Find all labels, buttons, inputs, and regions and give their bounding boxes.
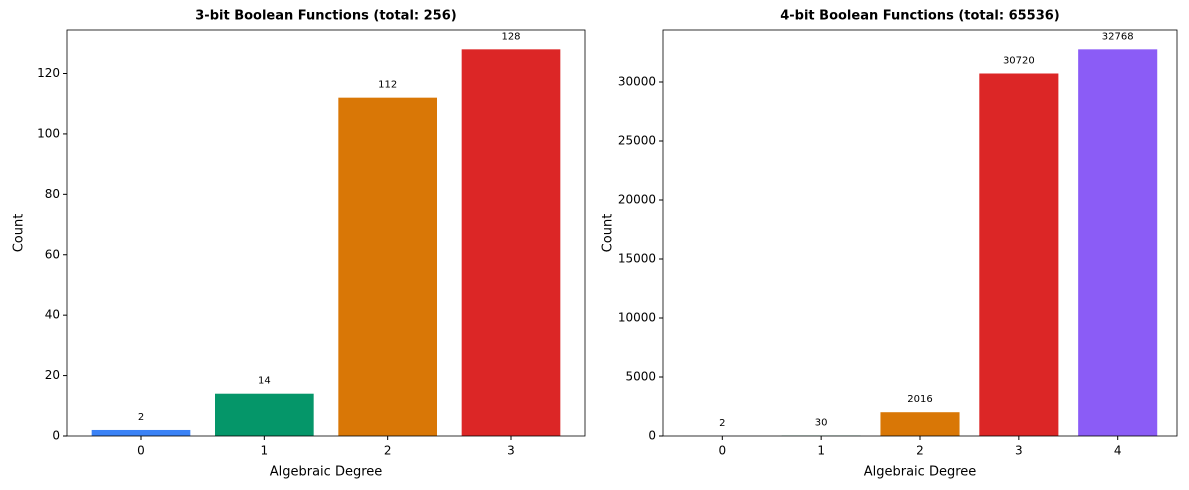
axes-frame [662,29,1178,437]
y-tick-label: 20000 [618,192,656,206]
bar [979,73,1059,436]
bar [91,429,191,436]
y-tick-label: 15000 [618,251,656,265]
x-tick-label: 3 [1015,444,1023,458]
axes-frame [66,29,586,437]
x-tick-label: 2 [384,444,392,458]
x-tick-label: 0 [718,444,726,458]
x-tick-label: 0 [137,444,145,458]
y-axis-label: Count [601,214,616,253]
y-tick-label: 20 [45,368,60,382]
chart-title: 3-bit Boolean Functions (total: 256) [195,9,456,24]
y-tick-label: 120 [37,66,60,80]
x-tick-label: 4 [1114,444,1122,458]
bar [880,412,960,436]
bar [1078,49,1158,436]
x-axis-label: Algebraic Degree [270,465,383,480]
value-label: 30 [815,418,828,429]
y-tick-label: 60 [45,247,60,261]
y-tick-label: 10000 [618,310,656,324]
value-label: 32768 [1102,31,1134,42]
value-label: 14 [258,376,271,387]
chart-title: 4-bit Boolean Functions (total: 65536) [780,9,1060,24]
bar [461,49,561,436]
bar [338,97,437,437]
value-label: 128 [501,31,520,42]
value-label: 2 [138,412,144,423]
value-label: 2016 [907,394,932,405]
x-axis-label: Algebraic Degree [864,465,977,480]
y-axis-label: Count [12,214,27,253]
y-tick-label: 5000 [625,369,656,383]
value-label: 30720 [1003,56,1035,67]
x-tick-label: 1 [261,444,269,458]
y-tick-label: 80 [45,187,60,201]
x-tick-label: 3 [507,444,515,458]
y-tick-label: 40 [45,308,60,322]
y-tick-label: 30000 [618,74,656,88]
y-tick-label: 25000 [618,133,656,147]
y-tick-label: 100 [37,126,60,140]
bar [215,393,314,436]
value-label: 2 [719,418,725,429]
value-label: 112 [378,80,397,91]
x-tick-label: 1 [817,444,825,458]
x-tick-label: 2 [916,444,924,458]
y-tick-label: 0 [648,429,656,443]
y-tick-label: 0 [52,429,60,443]
